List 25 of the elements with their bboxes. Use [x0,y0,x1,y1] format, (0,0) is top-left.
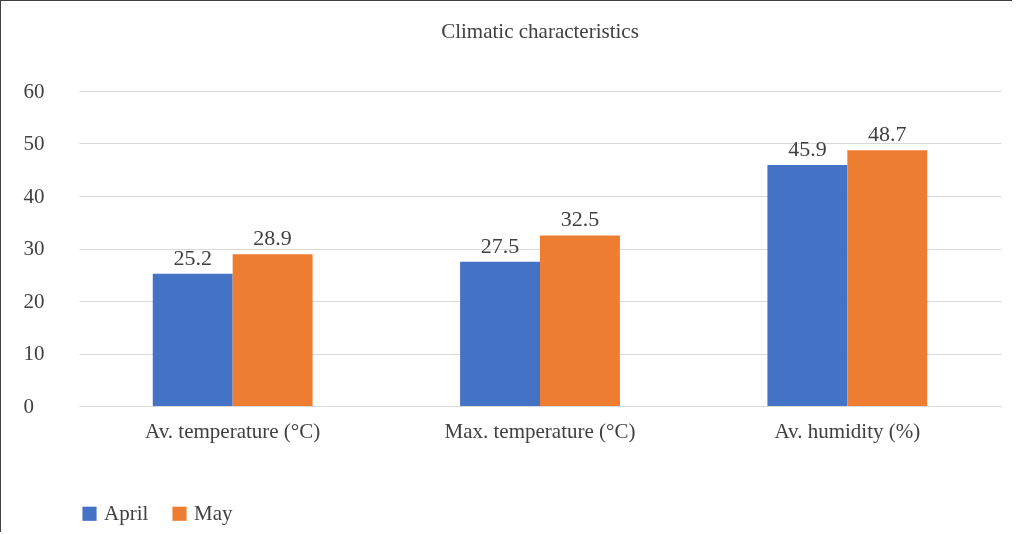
bar [540,235,620,406]
y-tick-label: 0 [23,393,34,418]
data-label: 48.7 [868,121,907,147]
data-label: 27.5 [480,232,520,258]
y-tick-label: 50 [23,131,45,155]
y-tick-label: 10 [23,341,45,365]
y-tick-label: 20 [23,288,45,313]
bar [460,261,540,406]
chart-title: Climatic characteristics [441,19,639,43]
bar [232,254,313,406]
bar [767,165,848,406]
bar [847,150,928,406]
x-tick-label: Max. temperature (°C) [444,418,636,443]
data-label: 32.5 [560,206,600,232]
x-tick-label: Av. humidity (%) [774,418,921,443]
y-tick-label: 30 [23,236,45,260]
y-tick-label: 40 [23,183,45,208]
bar [152,273,233,406]
data-label: 25.2 [173,244,212,270]
x-tick-label: Av. temperature (°C) [145,418,321,443]
y-tick-label: 60 [23,78,45,103]
data-label: 28.9 [253,225,292,251]
legend-label: May [194,500,233,525]
data-label: 45.9 [788,136,827,162]
legend-label: April [104,500,149,525]
